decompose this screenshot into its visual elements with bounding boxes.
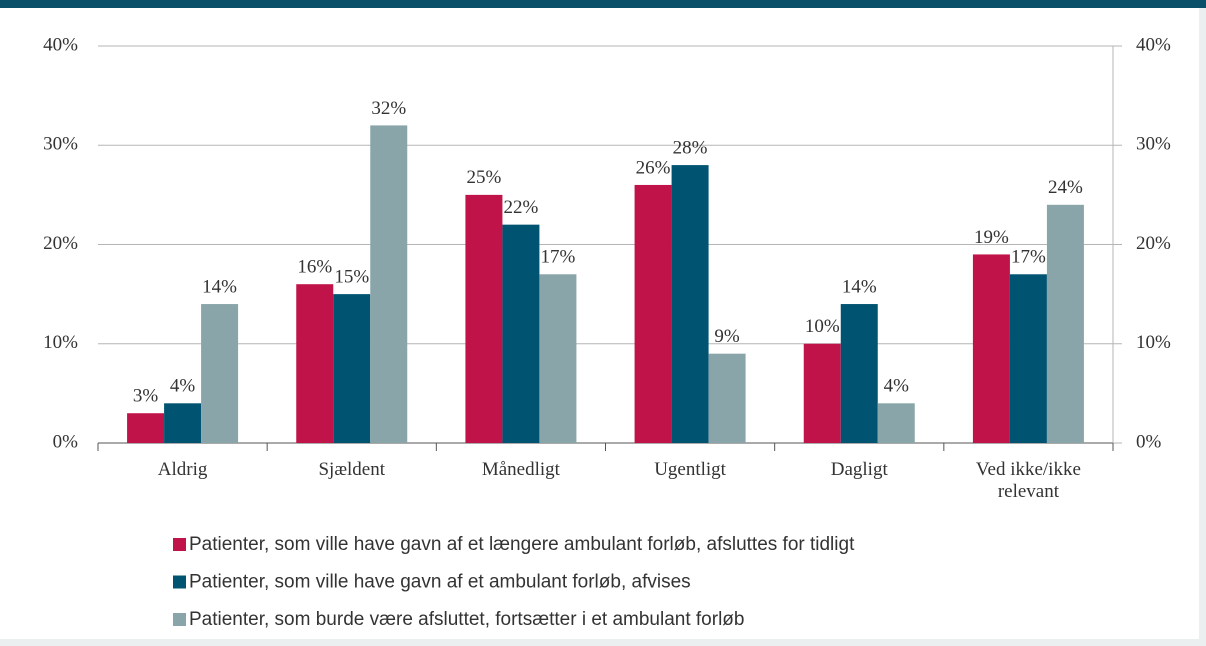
bar <box>634 184 672 443</box>
y-tick-label: 20% <box>43 233 78 254</box>
value-label: 25% <box>467 167 502 188</box>
bar <box>708 353 746 443</box>
value-label: 28% <box>673 137 708 158</box>
bar <box>539 274 577 443</box>
y2-tick-label: 20% <box>1136 233 1171 254</box>
value-label: 16% <box>297 257 332 278</box>
bar <box>201 304 239 443</box>
y2-tick-label: 40% <box>1136 34 1171 55</box>
side-band <box>1199 8 1206 646</box>
x-tick-label-box: Aldrig <box>157 459 208 480</box>
value-label: 4% <box>884 376 910 397</box>
x-tick-label: Sjældent <box>318 459 385 480</box>
x-tick-label: Månedligt <box>481 459 560 480</box>
value-label: 14% <box>842 276 877 297</box>
value-label: 24% <box>1048 177 1083 198</box>
value-label: 32% <box>371 98 406 119</box>
bar <box>164 403 202 443</box>
value-label: 15% <box>334 266 369 287</box>
y-tick-label: 30% <box>43 134 78 155</box>
value-label: 9% <box>714 326 740 347</box>
bar <box>840 304 878 443</box>
y-tick-label: 10% <box>43 332 78 353</box>
value-label: 10% <box>805 316 840 337</box>
x-tick-label: Dagligt <box>830 459 888 480</box>
bar <box>333 294 371 443</box>
bottom-band <box>0 639 1206 646</box>
x-tick-label-box: Månedligt <box>481 459 560 480</box>
bar <box>1046 204 1084 443</box>
value-label: 19% <box>974 227 1009 248</box>
x-tick-label-box: Dagligt <box>830 459 888 480</box>
value-label: 22% <box>504 197 539 218</box>
bar <box>370 125 408 444</box>
x-tick-label-box: Ugentligt <box>654 459 726 480</box>
x-tick-label: Aldrig <box>157 459 208 480</box>
legend-label: Patienter, som ville have gavn af et amb… <box>189 572 691 593</box>
x-tick-label: Ugentligt <box>654 459 726 480</box>
bar <box>877 403 915 443</box>
value-label: 17% <box>1011 247 1046 268</box>
value-label: 4% <box>170 376 196 397</box>
bar <box>296 284 334 443</box>
value-label: 26% <box>636 157 671 178</box>
legend-label: Patienter, som ville have gavn af et læn… <box>189 534 855 555</box>
top-band <box>0 0 1206 8</box>
legend-label: Patienter, som burde være afsluttet, for… <box>189 609 744 630</box>
value-label: 14% <box>202 276 237 297</box>
x-tick-label-box: Ved ikke/ikke relevant <box>975 459 1081 502</box>
y2-tick-label: 10% <box>1136 332 1171 353</box>
y-tick-label: 40% <box>43 34 78 55</box>
value-label: 3% <box>133 386 159 407</box>
bar <box>127 413 165 443</box>
legend-swatch <box>173 575 186 589</box>
y2-tick-label: 30% <box>1136 134 1171 155</box>
y-tick-label: 0% <box>53 431 79 452</box>
bar <box>671 165 709 443</box>
legend-swatch <box>173 538 186 551</box>
bar <box>465 194 503 443</box>
bar <box>803 343 841 443</box>
bar <box>1009 274 1047 443</box>
value-label: 17% <box>541 247 576 268</box>
x-tick-label: Ved ikke/ikke relevant <box>975 459 1081 502</box>
y2-tick-label: 0% <box>1136 431 1162 452</box>
bar <box>502 224 540 443</box>
x-tick-label-box: Sjældent <box>318 459 385 480</box>
legend-swatch <box>173 613 186 626</box>
bar <box>972 254 1010 443</box>
